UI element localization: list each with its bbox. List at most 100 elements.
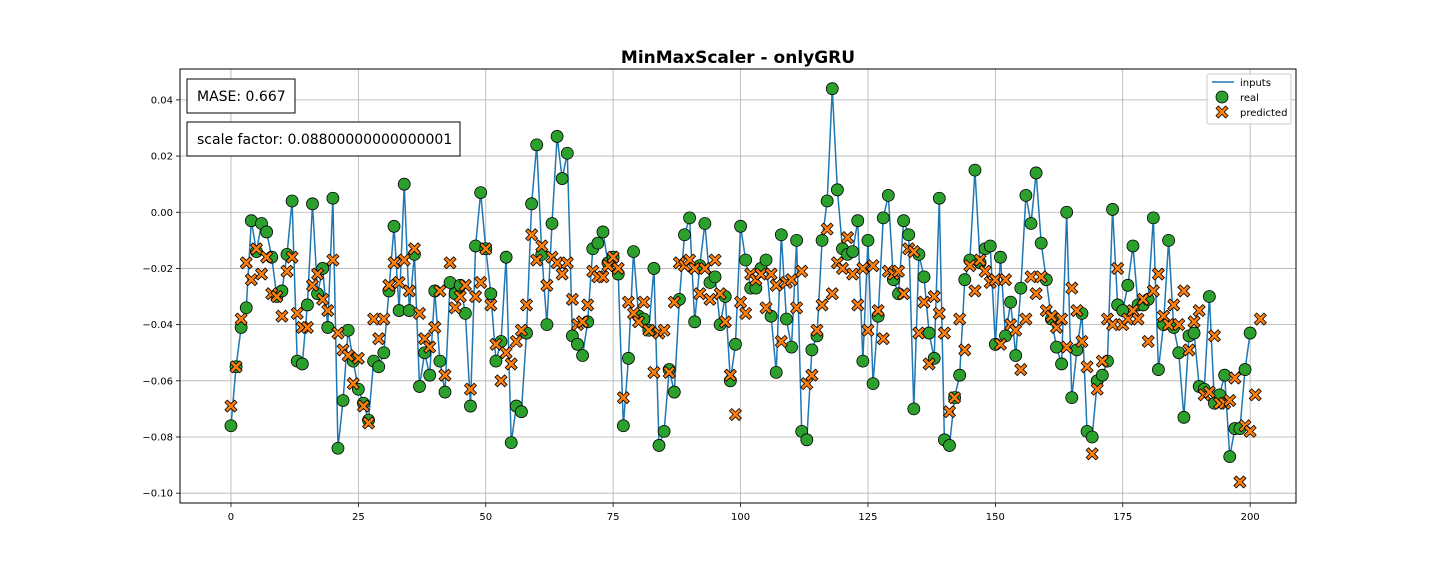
predicted-point [1070,304,1084,318]
predicted-point [550,256,564,270]
real-point [683,211,696,225]
predicted-point [713,287,727,301]
predicted-point [1095,354,1109,368]
predicted-point [922,357,936,371]
predicted-point [280,264,294,278]
real-point [402,304,416,317]
predicted-point [468,289,483,304]
real-point [820,194,834,208]
real-point [780,312,793,326]
real-point [667,385,681,399]
predicted-point [453,289,467,304]
predicted-point [479,242,493,256]
predicted-point [866,259,880,273]
scale-factor-text: scale factor: 0.08800000000000001 [197,132,452,148]
real-point [953,368,967,382]
real-point [515,405,528,419]
x-tick-label: 0 [228,512,234,523]
predicted-point [504,357,518,371]
predicted-point [311,267,325,281]
predicted-point [423,340,437,354]
predicted-point [1172,318,1186,332]
predicted-point [581,298,595,312]
real-point [295,357,309,371]
predicted-point [876,332,890,346]
real-point [622,351,635,365]
real-point [830,183,844,197]
predicted-point [805,368,819,382]
legend-predicted-swatch [1215,105,1229,119]
predicted-point [565,292,579,306]
predicted-point [1167,298,1181,312]
predicted-point [891,264,906,278]
predicted-point [642,323,656,337]
real-point [484,287,498,301]
predicted-point [601,259,615,273]
real-point [958,273,972,287]
real-point [596,225,610,239]
real-point [1243,326,1257,340]
predicted-point [698,261,712,276]
predicted-point [871,304,885,318]
real-point [285,194,299,208]
x-tick-label: 200 [1241,512,1260,523]
predicted-point [1019,312,1033,326]
predicted-point [815,298,829,312]
x-tick-label: 125 [858,512,877,523]
legend-real-label: real [1240,93,1259,104]
predicted-point [234,312,248,326]
real-point [1065,391,1079,405]
predicted-point [657,323,671,337]
predicted-point [367,312,381,326]
real-point [876,211,890,225]
real-point [774,228,788,242]
predicted-point [795,264,809,278]
predicted-point [412,306,427,320]
real-point [652,439,666,452]
predicted-point [530,253,544,267]
real-point [300,298,314,312]
predicted-point [239,256,253,270]
predicted-point [1151,267,1165,281]
predicted-point [723,368,737,382]
real-point [1060,205,1074,219]
predicted-point [1136,292,1150,306]
real-point [433,354,447,368]
real-point [866,377,880,391]
predicted-points-layer [224,222,1267,489]
predicted-point [494,374,508,388]
predicted-point [993,337,1008,351]
predicted-point [1202,385,1216,399]
predicted-point [647,365,661,379]
real-point [306,197,319,211]
real-point [576,349,589,362]
real-point [377,346,391,360]
real-point [846,245,860,258]
real-point [474,186,488,199]
predicted-point [1192,304,1206,318]
real-point [790,233,804,247]
real-point [326,191,340,205]
predicted-point [1014,363,1028,377]
predicted-point [937,326,951,340]
predicted-point [1111,261,1125,276]
predicted-point [1156,309,1171,323]
real-point [413,380,426,393]
predicted-point [739,306,753,320]
real-point [851,214,865,228]
real-point [1126,239,1140,253]
predicted-point [448,301,462,315]
real-point [902,228,916,242]
predicted-point [540,278,554,292]
real-point [616,419,630,433]
real-point [994,250,1007,264]
legend-inputs-label: inputs [1240,78,1271,89]
predicted-point [861,323,875,337]
real-point [464,399,477,413]
predicted-point [897,287,911,301]
predicted-point [733,295,748,309]
predicted-point [346,377,360,391]
real-point [922,326,936,340]
predicted-point [759,301,773,315]
predicted-point [418,332,432,346]
